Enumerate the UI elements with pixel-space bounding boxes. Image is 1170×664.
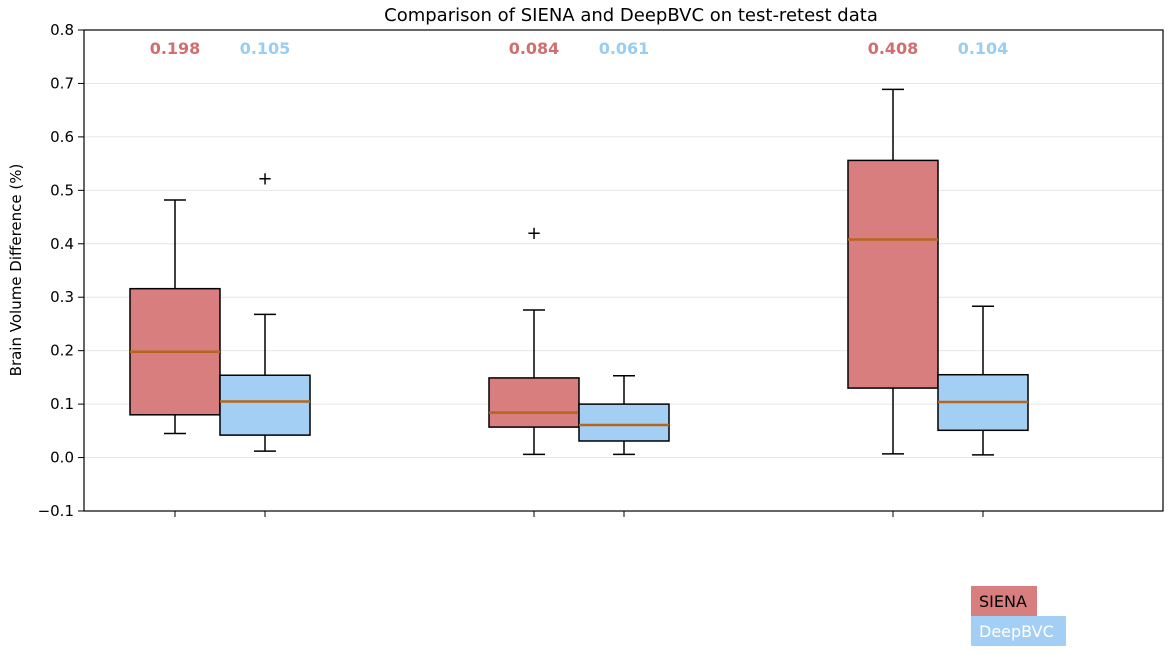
legend-swatch bbox=[971, 616, 1066, 646]
y-axis-label: Brain Volume Difference (%) bbox=[7, 164, 25, 377]
median-label: 0.104 bbox=[958, 39, 1009, 58]
y-tick-label: −0.1 bbox=[38, 502, 74, 520]
median-label: 0.408 bbox=[868, 39, 919, 58]
median-label: 0.198 bbox=[150, 39, 201, 58]
y-tick-label: 0.7 bbox=[50, 74, 74, 92]
legend: SIENA DeepBVC bbox=[971, 586, 1066, 646]
legend-label: DeepBVC bbox=[979, 622, 1054, 641]
y-tick-label: 0.0 bbox=[50, 449, 74, 467]
chart-title: Comparison of SIENA and DeepBVC on test-… bbox=[384, 5, 878, 26]
outlier-marker: + bbox=[526, 223, 541, 244]
median-label: 0.105 bbox=[240, 39, 291, 58]
median-label: 0.061 bbox=[599, 39, 650, 58]
median-labels: 0.198 0.084 0.408 0.105 0.061 0.104 bbox=[150, 39, 1009, 58]
y-tick-label: 0.1 bbox=[50, 395, 74, 413]
box-deepbvc-2 bbox=[578, 375, 670, 456]
box-deepbvc-1: + bbox=[219, 169, 311, 452]
box-iqr bbox=[847, 159, 939, 389]
y-tick-label: 0.5 bbox=[50, 181, 74, 199]
box-iqr bbox=[578, 403, 670, 442]
box-siena-1 bbox=[129, 199, 221, 435]
y-tick-label: 0.6 bbox=[50, 128, 74, 146]
box-iqr bbox=[219, 374, 311, 436]
median-label: 0.084 bbox=[509, 39, 560, 58]
plot-area: ++ bbox=[129, 88, 1029, 456]
y-tick-label: 0.4 bbox=[50, 235, 74, 253]
legend-label: SIENA bbox=[979, 592, 1027, 611]
outlier-marker: + bbox=[257, 169, 272, 190]
box-siena-2: + bbox=[488, 223, 580, 456]
box-siena-3 bbox=[847, 88, 939, 455]
plot-frame bbox=[83, 29, 1164, 512]
y-tick-label: 0.8 bbox=[50, 21, 74, 39]
y-tick-label: 0.2 bbox=[50, 342, 74, 360]
legend-swatch bbox=[971, 586, 1037, 616]
y-tick-label: 0.3 bbox=[50, 288, 74, 306]
box-deepbvc-3 bbox=[937, 305, 1029, 456]
axes: −0.1 0.0 0.1 0.2 0.3 0.4 0.5 0.6 0.7 0.8 bbox=[38, 21, 1164, 520]
box-iqr bbox=[488, 377, 580, 428]
